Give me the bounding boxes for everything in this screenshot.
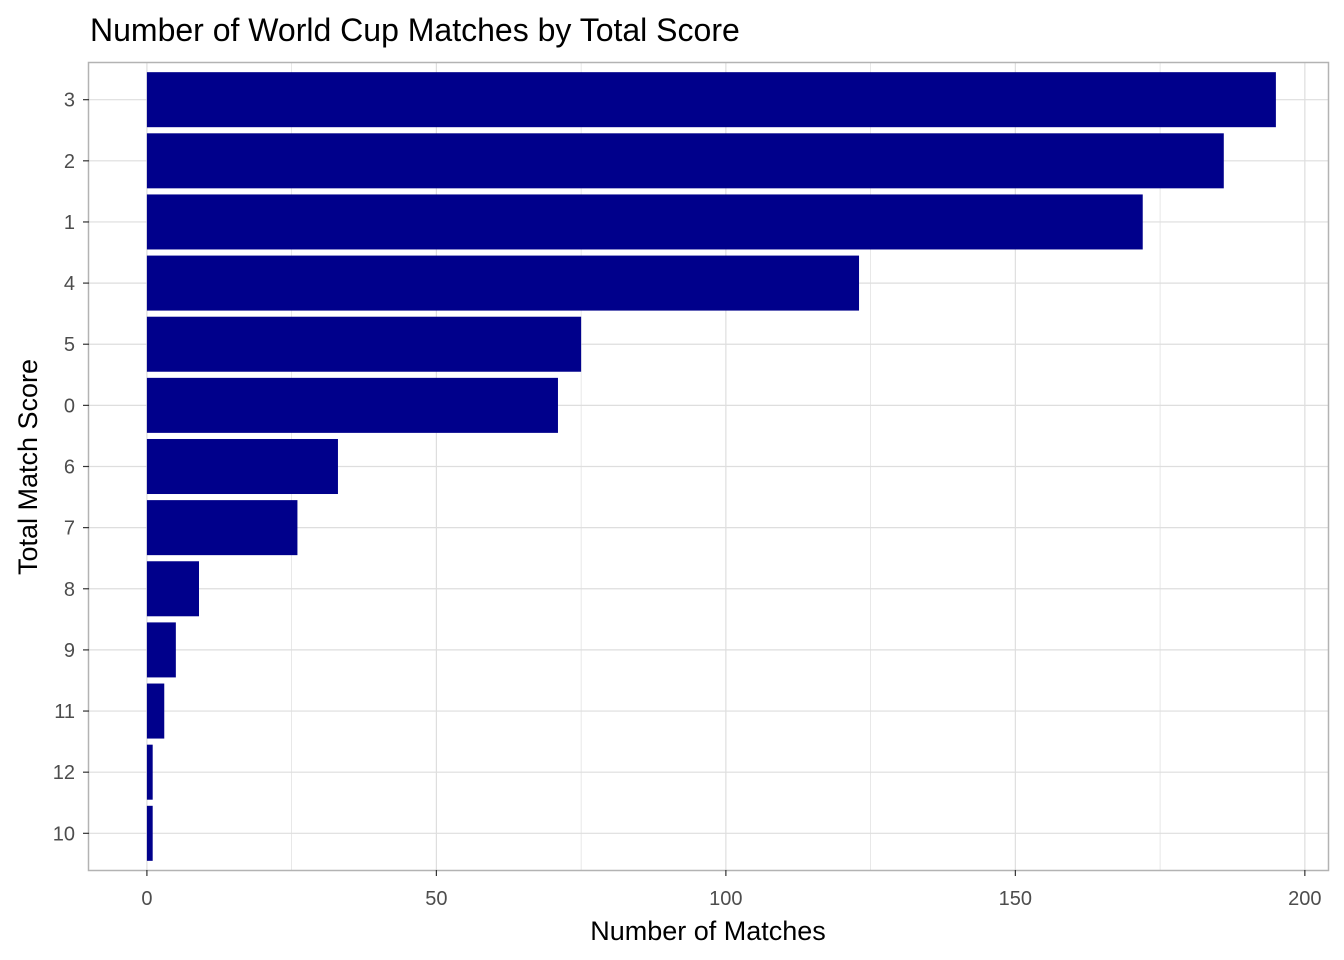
bar [146,72,1276,128]
bar [146,683,165,739]
x-axis-ticks: 0 50 100 150 200 [141,870,1322,910]
y-tick-label: 11 [54,701,75,723]
y-tick-label: 12 [53,762,75,784]
y-tick-label: 8 [64,579,75,601]
y-tick-label: 1 [64,212,75,234]
x-tick-label: 50 [425,888,447,910]
x-tick-label: 200 [1288,888,1321,910]
bar [146,316,582,372]
bar [146,133,1224,189]
bar [146,744,153,800]
bar [146,194,1143,250]
y-tick-label: 6 [64,457,75,479]
x-tick-label: 0 [141,888,152,910]
y-tick-label: 7 [64,518,75,540]
bar [146,622,176,678]
bar [146,805,153,861]
chart-title: Number of World Cup Matches by Total Sco… [90,12,740,48]
x-axis-title: Number of Matches [590,916,826,946]
bar [146,561,200,617]
y-tick-label: 0 [64,395,75,417]
x-tick-label: 100 [709,888,742,910]
x-tick-label: 150 [999,888,1032,910]
bar [146,500,298,556]
bar [146,377,558,433]
y-tick-label: 3 [64,90,75,112]
y-tick-label: 10 [53,823,75,845]
bar [146,438,338,495]
bars [146,72,1276,861]
y-tick-label: 5 [64,334,75,356]
y-axis-title: Total Match Score [13,359,43,575]
y-tick-label: 2 [64,151,75,173]
bar [146,255,860,311]
y-tick-label: 9 [64,640,75,662]
y-axis-ticks: 3 2 1 4 5 0 6 7 8 9 11 12 10 [53,90,89,845]
y-tick-label: 4 [64,273,75,295]
